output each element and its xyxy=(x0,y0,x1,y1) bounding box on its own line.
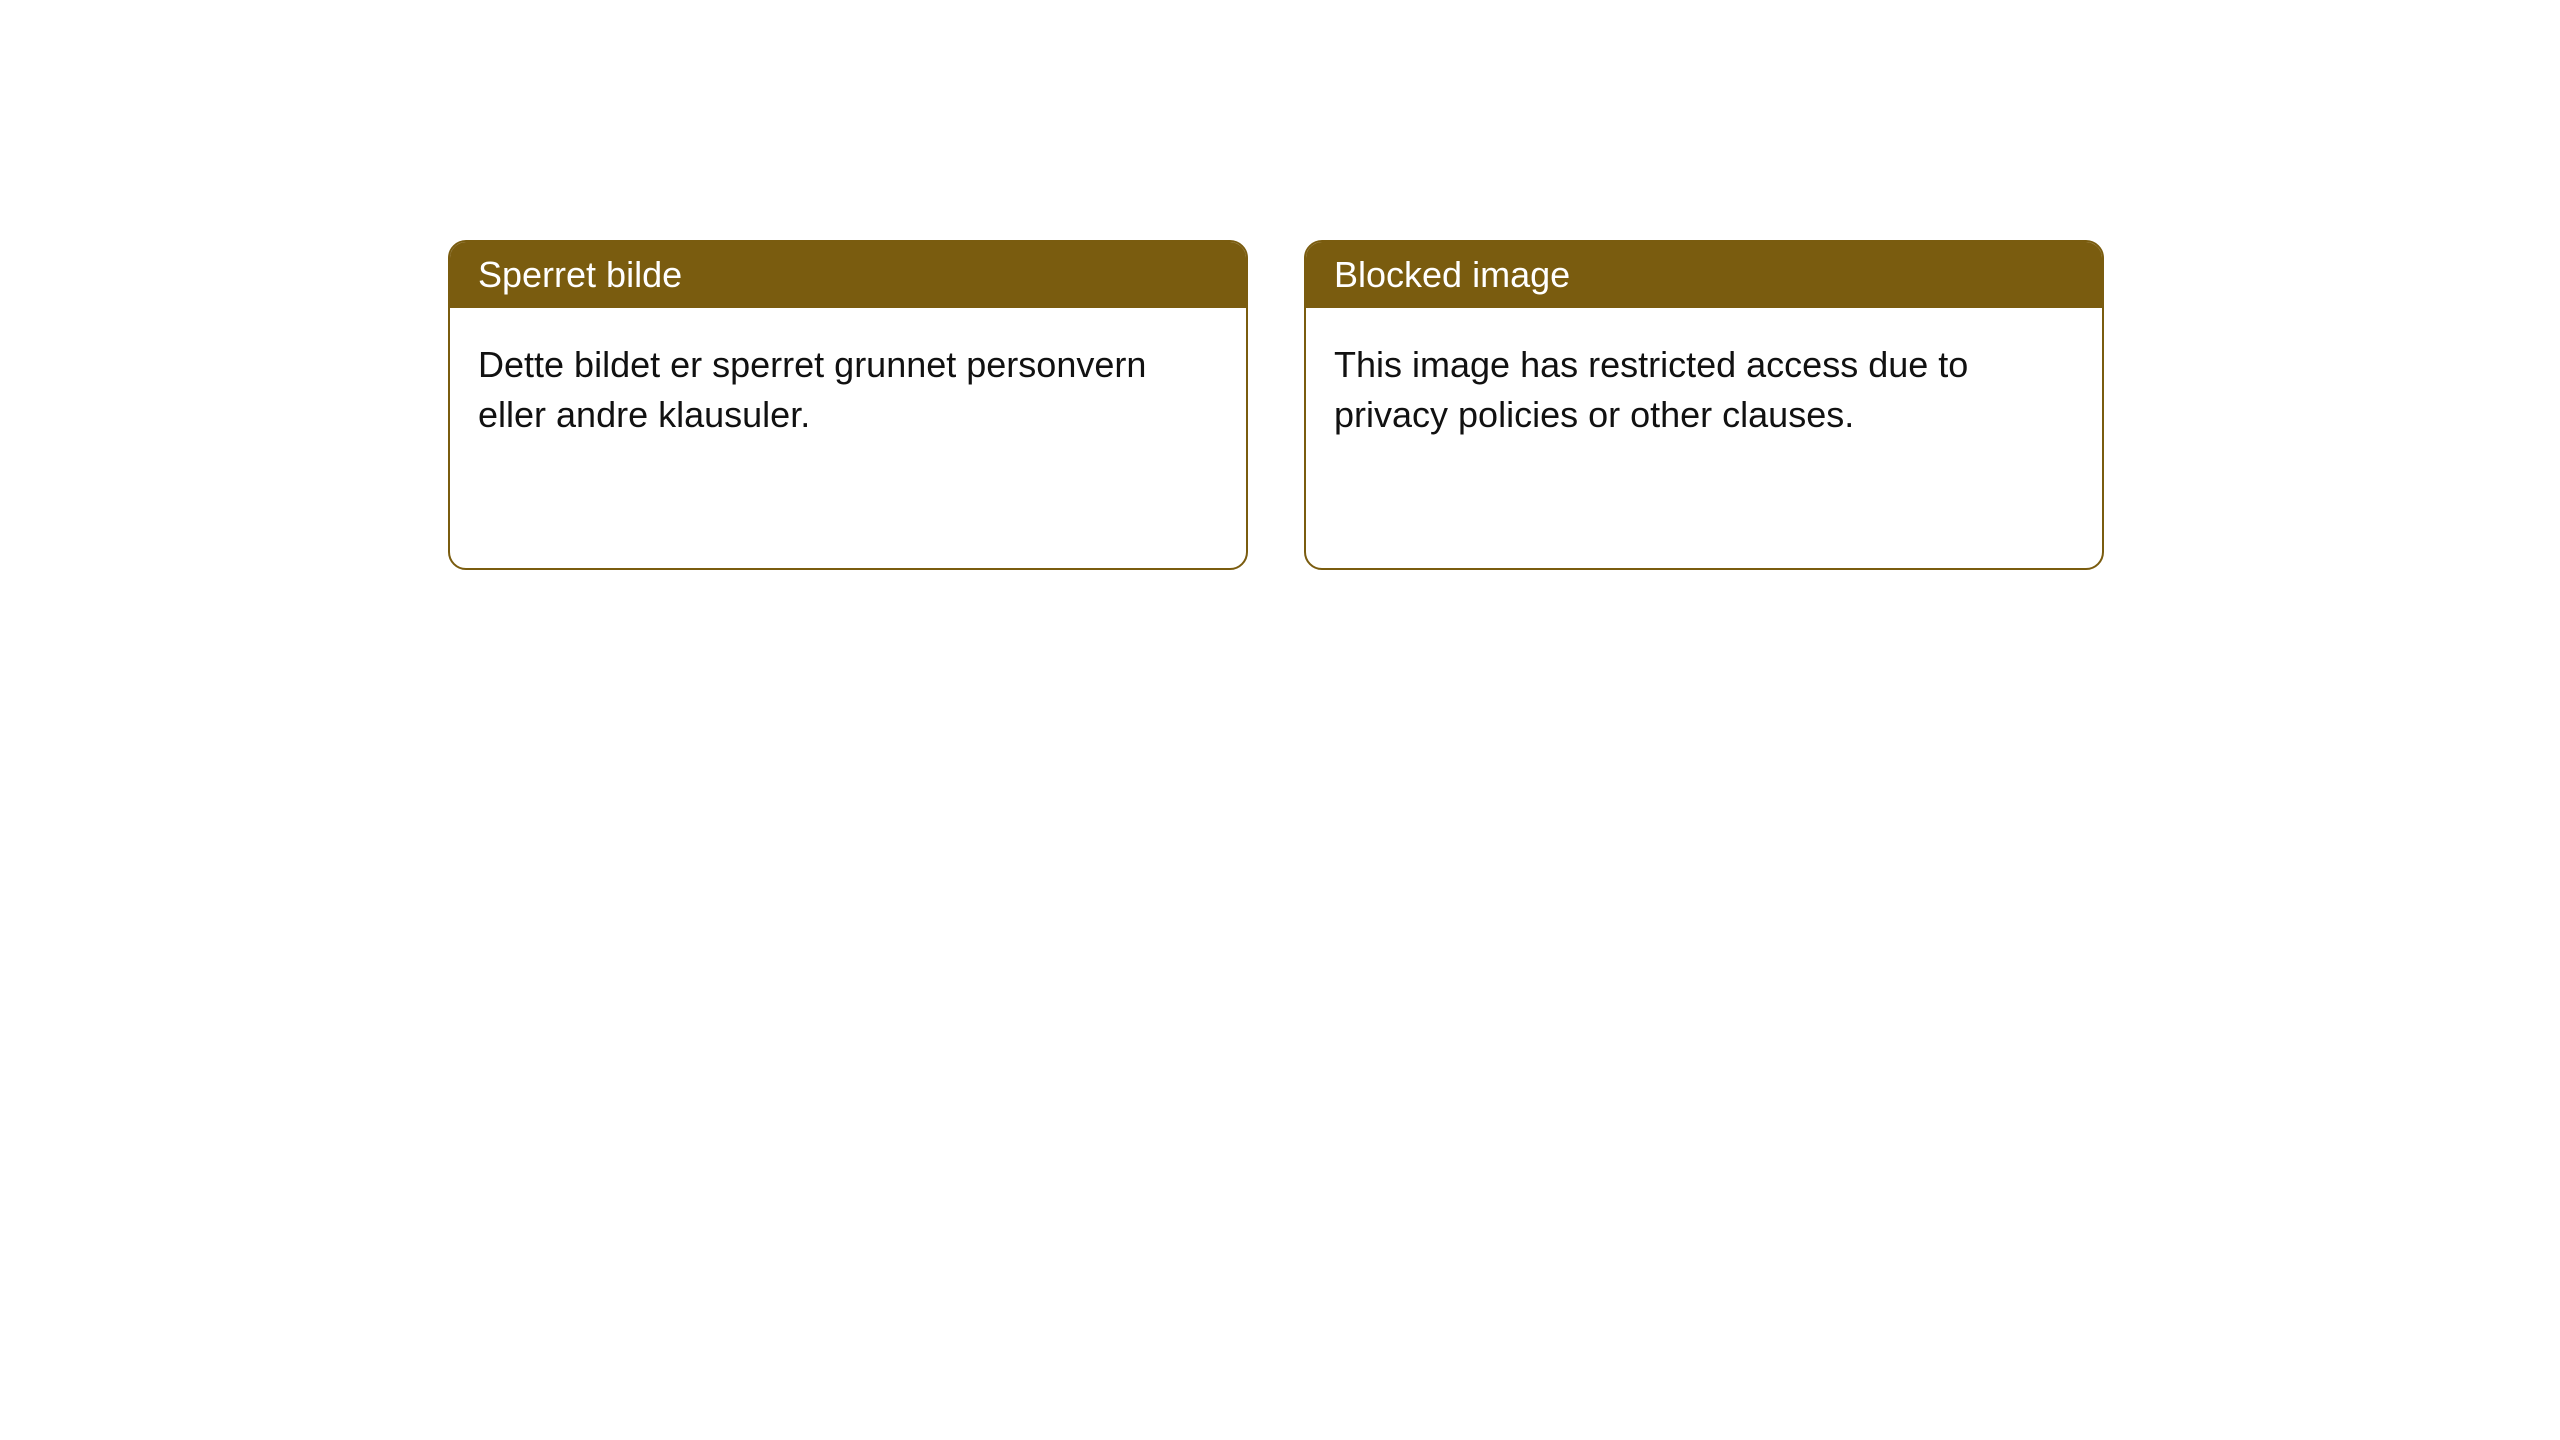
notice-header: Sperret bilde xyxy=(450,242,1246,308)
notice-card-english: Blocked image This image has restricted … xyxy=(1304,240,2104,570)
notice-body: Dette bildet er sperret grunnet personve… xyxy=(450,308,1246,568)
notice-card-norwegian: Sperret bilde Dette bildet er sperret gr… xyxy=(448,240,1248,570)
notice-body: This image has restricted access due to … xyxy=(1306,308,2102,568)
notices-container: Sperret bilde Dette bildet er sperret gr… xyxy=(448,240,2560,570)
notice-header: Blocked image xyxy=(1306,242,2102,308)
